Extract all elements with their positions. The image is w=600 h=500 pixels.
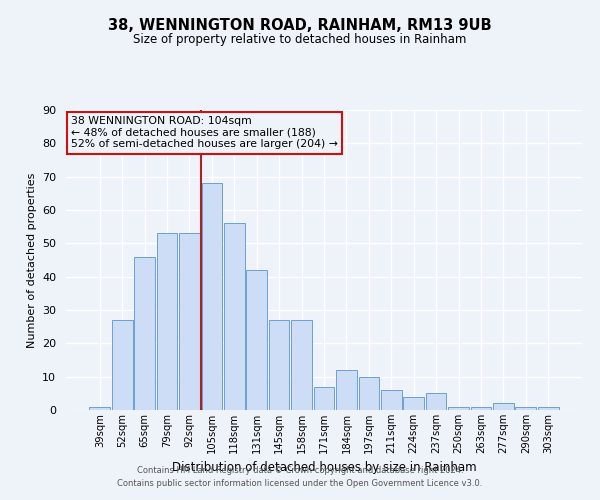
Bar (291, 320, 312, 410)
Bar (470, 406, 491, 410)
Bar (426, 394, 446, 410)
X-axis label: Distribution of detached houses by size in Rainham: Distribution of detached houses by size … (172, 462, 476, 474)
Bar (515, 406, 536, 410)
Bar (89, 406, 110, 410)
Text: Contains HM Land Registry data © Crown copyright and database right 2024.
Contai: Contains HM Land Registry data © Crown c… (118, 466, 482, 487)
Text: 38, WENNINGTON ROAD, RAINHAM, RM13 9UB: 38, WENNINGTON ROAD, RAINHAM, RM13 9UB (108, 18, 492, 32)
Bar (247, 270, 267, 410)
Y-axis label: Number of detached properties: Number of detached properties (26, 172, 37, 348)
Bar (269, 320, 289, 410)
Bar (381, 390, 401, 410)
Bar (314, 386, 334, 410)
Bar (448, 406, 469, 410)
Bar (359, 376, 379, 410)
Bar (202, 184, 222, 410)
Bar (336, 370, 357, 410)
Bar (157, 234, 178, 410)
Bar (538, 406, 559, 410)
Bar (493, 404, 514, 410)
Bar (134, 256, 155, 410)
Bar (179, 234, 200, 410)
Bar (112, 320, 133, 410)
Text: Size of property relative to detached houses in Rainham: Size of property relative to detached ho… (133, 32, 467, 46)
Bar (224, 224, 245, 410)
Text: 38 WENNINGTON ROAD: 104sqm
← 48% of detached houses are smaller (188)
52% of sem: 38 WENNINGTON ROAD: 104sqm ← 48% of deta… (71, 116, 338, 149)
Bar (403, 396, 424, 410)
